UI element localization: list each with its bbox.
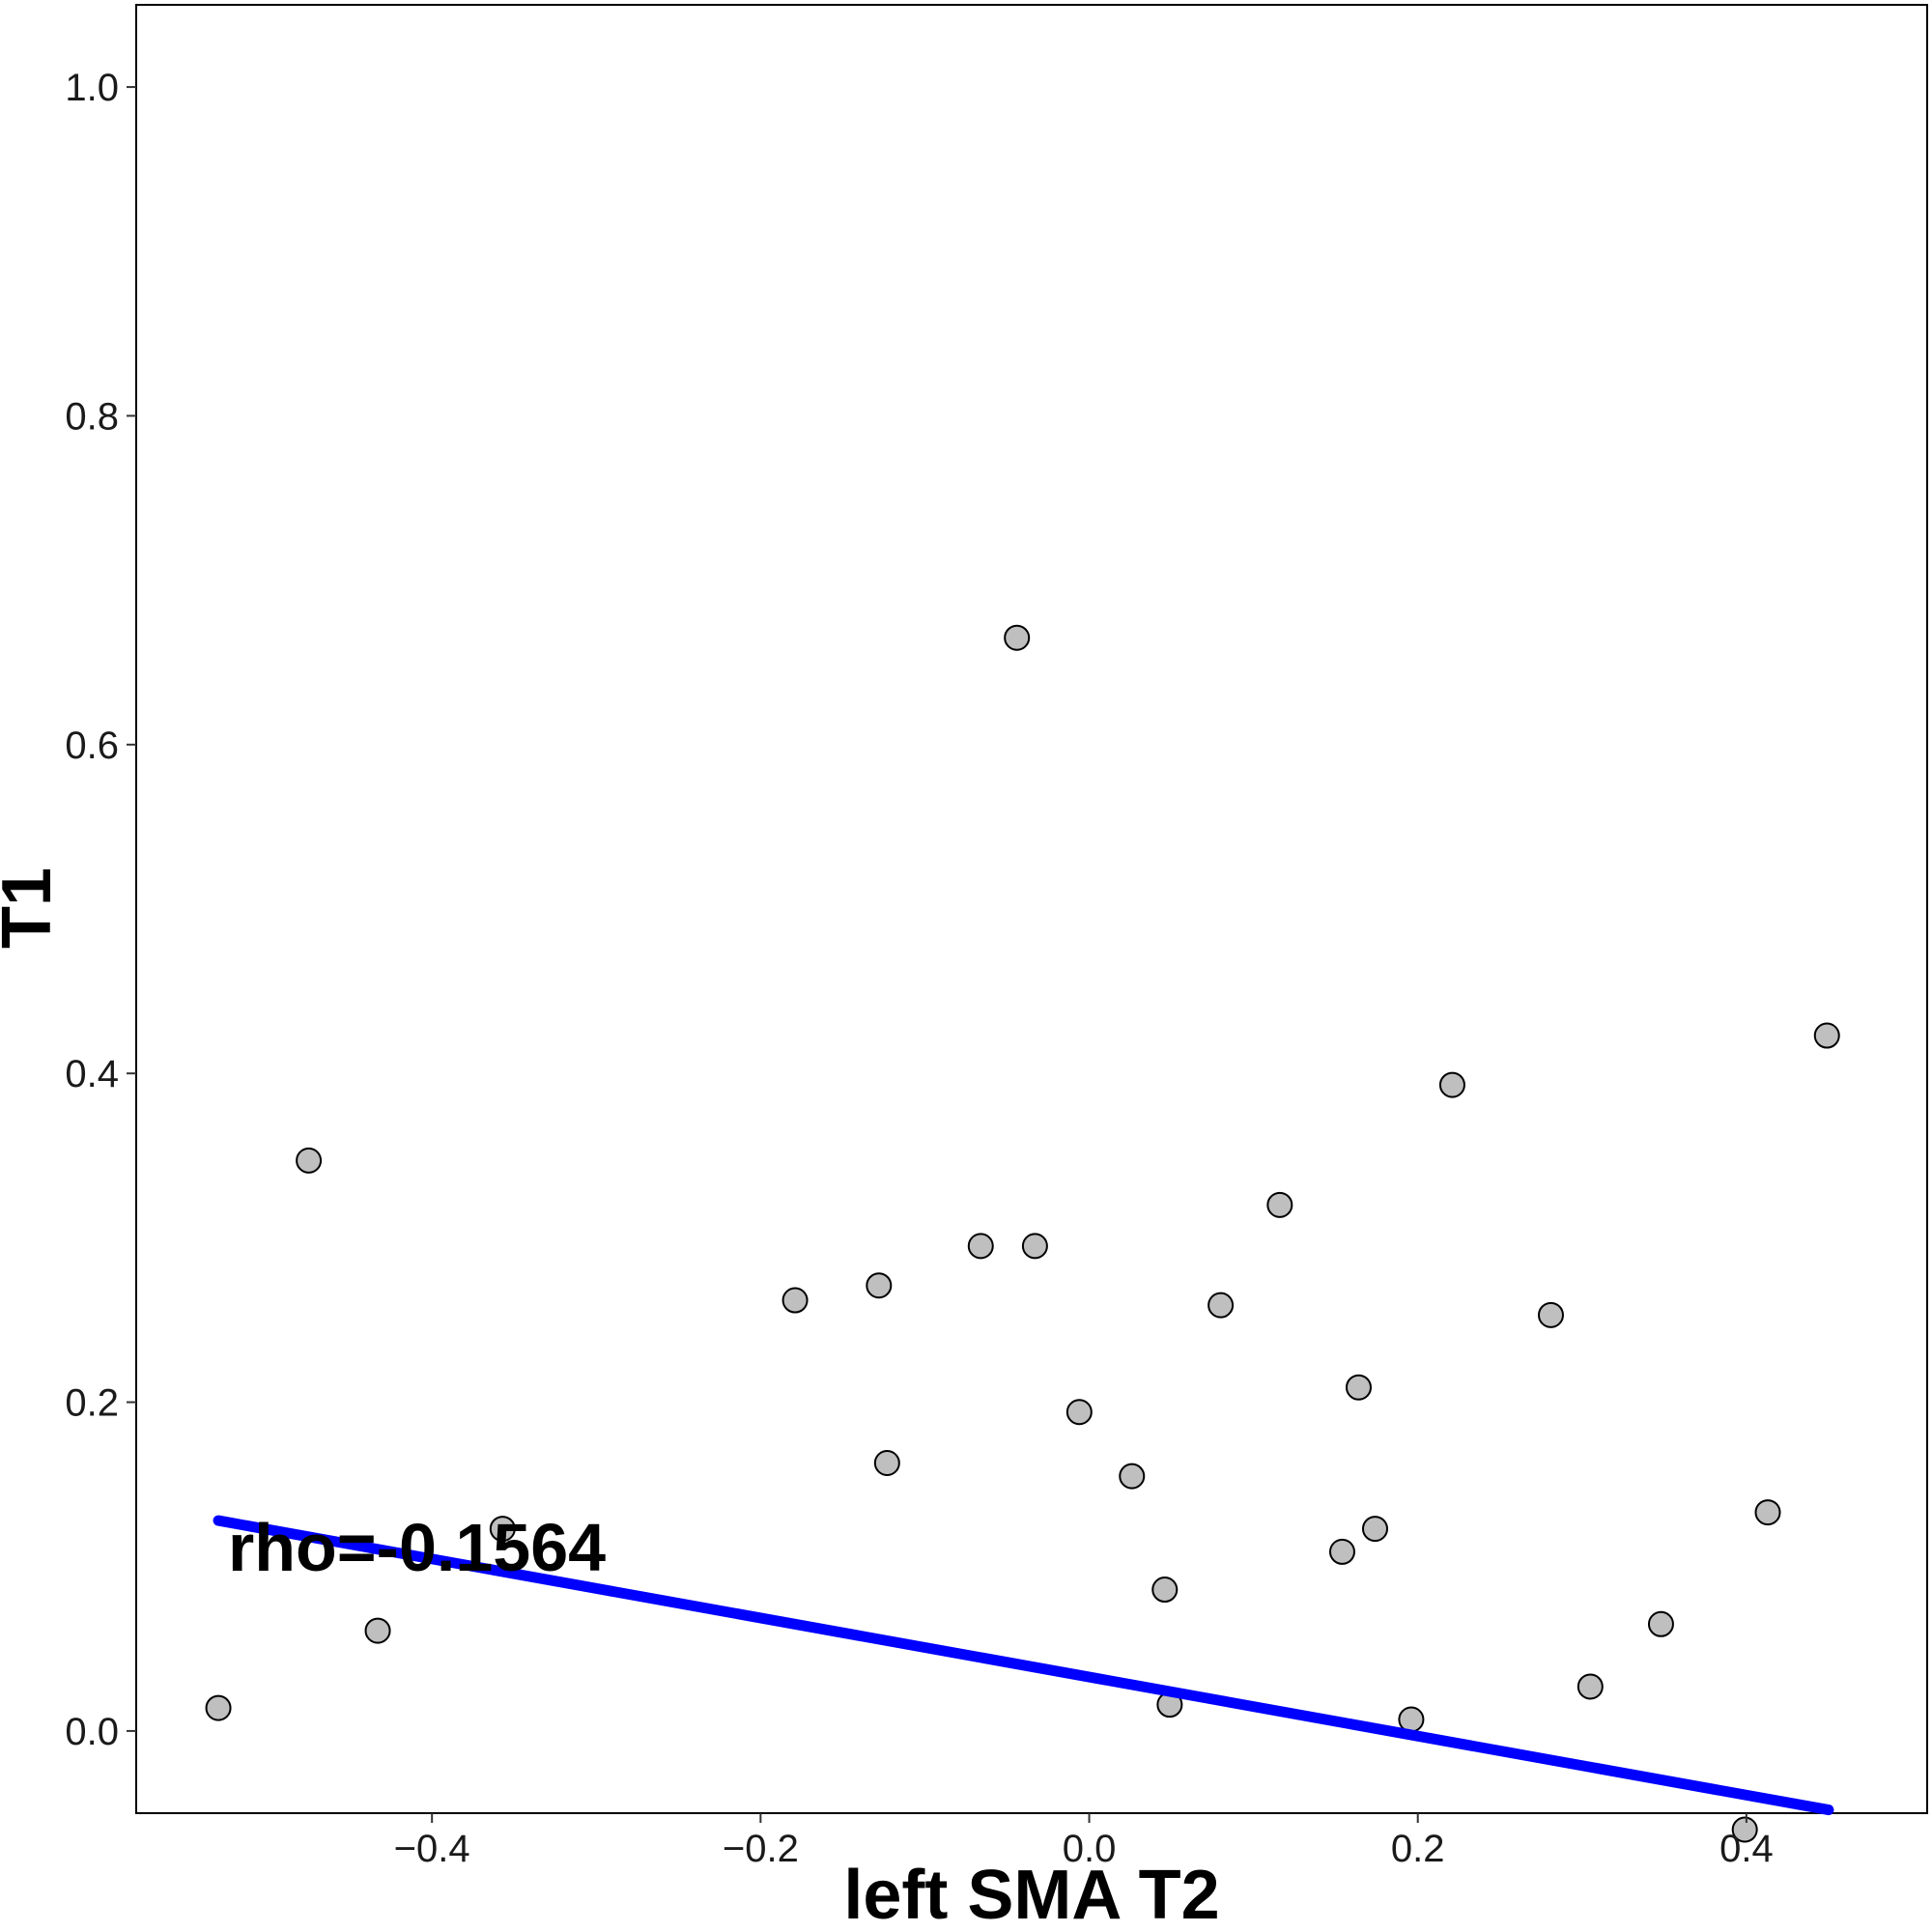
y-tick-label: 0.4 [65,1053,119,1095]
data-point [1208,1292,1235,1319]
data-point [781,1287,809,1314]
regression-line-layer [213,1515,1834,1816]
data-point [866,1272,893,1299]
rho-annotation: rho=-0.1564 [228,1510,606,1585]
data-point [1537,1301,1564,1328]
data-point [1021,1233,1048,1260]
data-point [1004,624,1031,651]
data-point [1813,1022,1840,1049]
data-point [1577,1673,1604,1700]
y-tick-label: 0.0 [65,1711,119,1753]
x-tick-label: 0.0 [1063,1828,1117,1870]
y-tick-label: 0.8 [65,395,119,438]
data-point [1151,1577,1179,1604]
x-axis-title: left SMA T2 [843,1857,1219,1932]
data-point [1647,1610,1674,1637]
data-point [1119,1463,1146,1490]
data-point [1266,1191,1293,1218]
x-tick-label: −0.4 [394,1828,470,1870]
x-axis-ticks: −0.4 −0.2 0.0 0.2 0.4 [394,1813,1774,1870]
data-point [364,1617,391,1644]
data-point [296,1147,323,1174]
x-tick-label: −0.2 [723,1828,799,1870]
data-point [873,1450,900,1477]
data-point [1398,1706,1425,1733]
x-tick-label: 0.2 [1391,1828,1445,1870]
data-point [1438,1071,1465,1098]
y-tick-label: 0.6 [65,724,119,767]
points-layer [205,624,1840,1843]
x-tick-label: 0.4 [1719,1828,1774,1870]
data-point [1065,1399,1093,1426]
data-point [1731,1816,1758,1843]
y-tick-label: 0.2 [65,1382,119,1425]
data-point [205,1694,232,1721]
plot-frame [135,4,1928,1814]
data-point [1361,1516,1388,1543]
data-point [489,1516,516,1543]
regression-line [213,1515,1834,1816]
data-point [1345,1374,1372,1401]
y-axis-ticks: 0.0 0.2 0.4 0.6 0.8 1.0 [65,67,136,1753]
data-point [967,1233,994,1260]
y-axis-title: T1 [0,867,66,949]
data-point [1754,1499,1781,1526]
data-point [1328,1538,1355,1565]
y-tick-label: 1.0 [65,67,119,109]
